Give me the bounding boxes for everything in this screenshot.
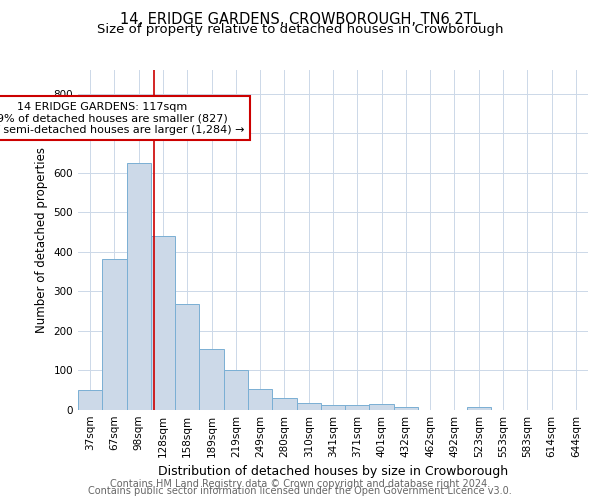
Bar — [248, 389, 272, 410]
Bar — [345, 406, 370, 410]
Bar — [224, 370, 248, 410]
Text: Contains public sector information licensed under the Open Government Licence v3: Contains public sector information licen… — [88, 486, 512, 496]
Text: Size of property relative to detached houses in Crowborough: Size of property relative to detached ho… — [97, 22, 503, 36]
Text: Contains HM Land Registry data © Crown copyright and database right 2024.: Contains HM Land Registry data © Crown c… — [110, 479, 490, 489]
Text: 14 ERIDGE GARDENS: 117sqm
← 39% of detached houses are smaller (827)
60% of semi: 14 ERIDGE GARDENS: 117sqm ← 39% of detac… — [0, 102, 244, 135]
Y-axis label: Number of detached properties: Number of detached properties — [35, 147, 48, 333]
Bar — [127, 163, 151, 410]
Bar — [370, 404, 394, 410]
Text: 14, ERIDGE GARDENS, CROWBOROUGH, TN6 2TL: 14, ERIDGE GARDENS, CROWBOROUGH, TN6 2TL — [119, 12, 481, 28]
Bar — [296, 403, 321, 410]
Bar — [394, 407, 418, 410]
Bar — [102, 258, 127, 410]
Bar — [467, 407, 491, 410]
Bar — [151, 236, 175, 410]
Bar — [321, 406, 345, 410]
Bar — [199, 348, 224, 410]
Bar — [175, 304, 199, 410]
Bar — [78, 390, 102, 410]
Bar — [272, 398, 296, 410]
X-axis label: Distribution of detached houses by size in Crowborough: Distribution of detached houses by size … — [158, 466, 508, 478]
